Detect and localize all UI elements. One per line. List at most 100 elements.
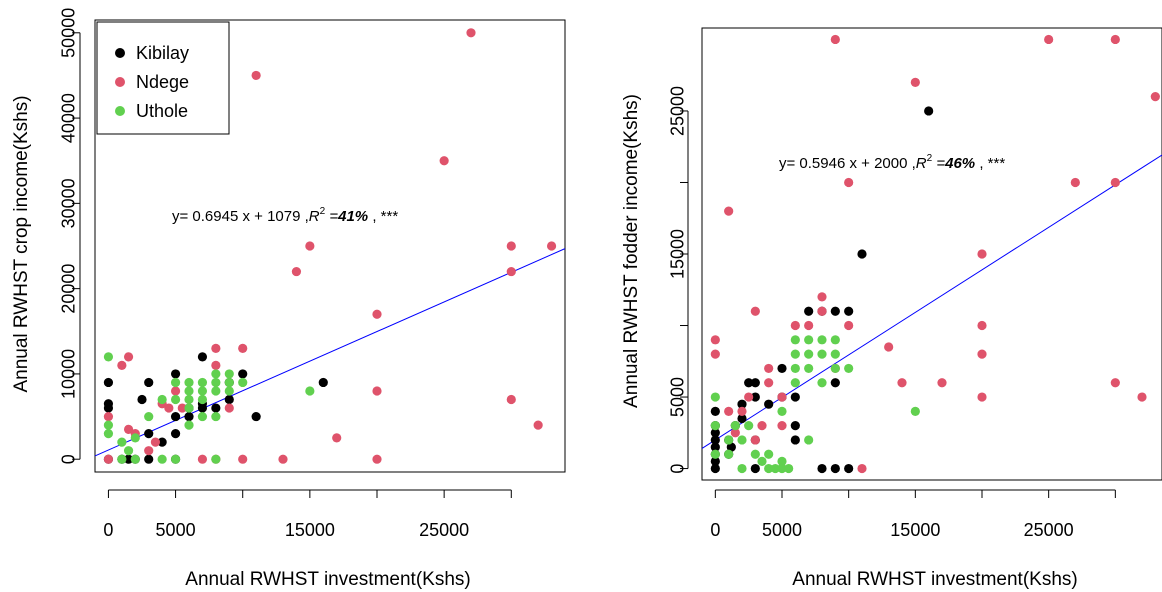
- left-point-ndege: [291, 266, 302, 277]
- left-point-ndege: [506, 266, 516, 277]
- right-point-ndege: [1070, 177, 1080, 188]
- right-point-uthole: [804, 349, 814, 359]
- left-point-ndege: [278, 454, 288, 464]
- left-point-kibilay: [170, 411, 181, 422]
- left-fit-layer: [94, 248, 566, 457]
- right-point-uthole: [777, 406, 787, 416]
- left-point-uthole: [170, 454, 181, 464]
- left-point-ndege: [546, 241, 557, 251]
- right-point-uthole: [790, 378, 800, 388]
- right-point-uthole: [784, 463, 794, 474]
- left-x-tick-label: 25000: [419, 520, 469, 540]
- right-point-uthole: [710, 421, 720, 431]
- left-point-uthole: [184, 420, 194, 430]
- left-point-uthole: [197, 377, 208, 388]
- right-point-ndege: [757, 421, 767, 431]
- left-point-ndege: [372, 454, 382, 464]
- right-point-ndege: [817, 292, 827, 302]
- right-point-uthole: [737, 435, 747, 445]
- legend-label-kibilay: Kibilay: [136, 43, 189, 63]
- right-point-ndege: [857, 463, 867, 474]
- right-point-uthole: [764, 449, 774, 459]
- right-point-ndege: [977, 249, 987, 259]
- left-panel: 0 5000 15000 25000 0 10000 20000 30000 40000 5000…: [11, 8, 566, 590]
- left-point-kibilay: [144, 429, 154, 439]
- left-point-ndege: [103, 411, 114, 422]
- left-point-ndege: [211, 360, 221, 370]
- right-point-uthole: [790, 349, 800, 359]
- left-point-uthole: [117, 454, 127, 464]
- left-point-kibilay: [103, 399, 114, 409]
- left-point-uthole: [211, 411, 221, 422]
- left-point-ndege: [372, 309, 382, 319]
- right-point-uthole: [724, 435, 734, 445]
- right-point-kibilay: [764, 399, 774, 409]
- right-point-kibilay: [844, 306, 854, 316]
- left-point-ndege: [211, 343, 221, 353]
- right-point-uthole: [817, 349, 827, 359]
- right-plot-frame: [701, 27, 1162, 481]
- right-point-uthole: [777, 456, 787, 467]
- left-y-tick-label: 30000: [58, 178, 78, 228]
- right-point-ndege: [744, 392, 754, 402]
- left-point-uthole: [197, 394, 208, 405]
- right-point-ndege: [1137, 392, 1147, 402]
- right-point-kibilay: [710, 463, 720, 474]
- right-y-tick-label: 5000: [667, 377, 687, 417]
- right-fit-annotation: y= 0.5946 x + 2000 ,R2 =46% , ***: [779, 153, 1005, 172]
- left-plot-frame: [94, 19, 566, 473]
- left-point-kibilay: [184, 411, 194, 422]
- left-point-kibilay: [170, 429, 181, 439]
- right-point-uthole: [737, 463, 747, 474]
- left-point-ndege: [506, 394, 516, 405]
- legend-label-ndege: Ndege: [136, 72, 189, 92]
- right-point-uthole: [910, 406, 920, 416]
- right-point-ndege: [1150, 92, 1160, 102]
- right-points-layer: [710, 34, 1160, 474]
- right-point-kibilay: [844, 463, 854, 474]
- right-point-uthole: [730, 421, 740, 431]
- right-point-ndege: [830, 34, 840, 45]
- left-point-ndege: [144, 446, 154, 456]
- left-fit-annotation: y= 0.6945 x + 1079 ,R2 =41% , ***: [172, 206, 398, 225]
- right-point-ndege: [977, 392, 987, 402]
- left-point-ndege: [305, 241, 315, 251]
- left-point-kibilay: [224, 394, 234, 405]
- right-point-uthole: [764, 463, 774, 474]
- left-point-ndege: [238, 343, 248, 353]
- right-point-kibilay: [737, 413, 747, 424]
- right-point-ndege: [1110, 34, 1120, 45]
- right-point-kibilay: [744, 378, 754, 388]
- right-point-kibilay: [737, 399, 747, 409]
- left-point-kibilay: [318, 377, 328, 388]
- left-point-kibilay: [103, 377, 114, 388]
- right-point-uthole: [777, 463, 787, 474]
- right-point-ndege: [1110, 378, 1120, 388]
- right-point-ndege: [730, 428, 740, 438]
- left-point-ndege: [177, 403, 187, 413]
- left-point-kibilay: [144, 454, 154, 464]
- right-point-uthole: [817, 378, 827, 388]
- right-point-uthole: [804, 335, 814, 345]
- right-x-tick-label: 5000: [762, 520, 802, 540]
- left-point-ndege: [238, 454, 248, 464]
- left-y-tick-label: 20000: [58, 264, 78, 314]
- right-point-kibilay: [804, 306, 814, 316]
- right-x-axis-label: Annual RWHST investment(Kshs): [792, 569, 1077, 590]
- right-point-uthole: [804, 363, 814, 374]
- right-point-ndege: [817, 306, 827, 316]
- left-point-uthole: [197, 386, 208, 396]
- right-point-ndege: [884, 342, 894, 352]
- left-point-uthole: [170, 377, 181, 388]
- right-point-uthole: [817, 335, 827, 345]
- right-point-kibilay: [790, 392, 800, 402]
- left-fit-line: [94, 248, 566, 457]
- right-point-uthole: [830, 335, 840, 345]
- left-legend: Kibilay Ndege Uthole: [96, 21, 230, 135]
- right-point-uthole: [750, 449, 760, 459]
- left-point-ndege: [506, 241, 516, 251]
- right-point-ndege: [737, 406, 747, 416]
- right-point-kibilay: [710, 428, 720, 438]
- right-point-ndege: [844, 177, 854, 188]
